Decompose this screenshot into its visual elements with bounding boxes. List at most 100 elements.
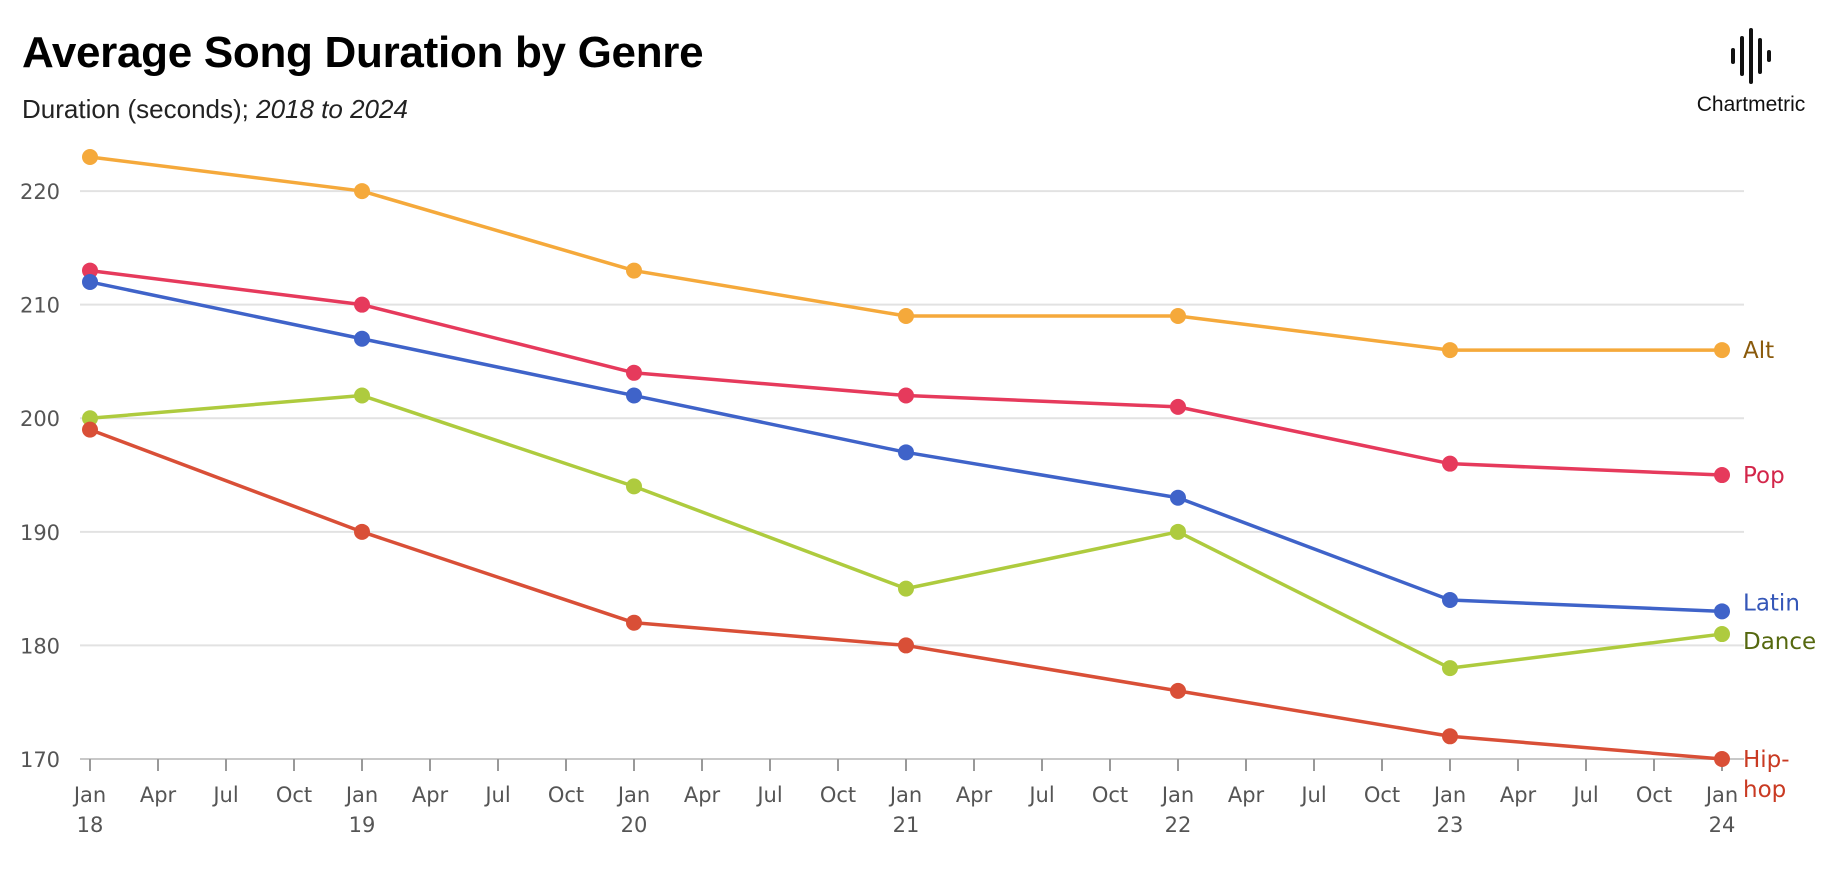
x-tick-label: Apr [412, 783, 449, 807]
series-alt [82, 149, 1730, 359]
series-label-pop: Pop [1743, 463, 1785, 489]
y-tick-label: 210 [20, 294, 60, 318]
x-tick-year: 19 [349, 813, 376, 837]
x-tick-label: Oct [1636, 783, 1672, 807]
x-tick-label: Jan [344, 783, 378, 807]
data-point-dance [898, 580, 914, 597]
x-tick-year: 21 [893, 813, 920, 837]
data-point-alt [1170, 308, 1186, 325]
data-point-pop [1442, 455, 1458, 472]
data-point-latin [1170, 489, 1186, 506]
data-point-pop [82, 262, 98, 279]
x-tick-label: Jan [1704, 783, 1738, 807]
x-tick-label: Jul [211, 783, 238, 807]
x-tick-label: Jan [1432, 783, 1466, 807]
y-tick-label: 190 [20, 521, 60, 545]
x-tick-label: Oct [276, 783, 312, 807]
series-label-line: Pop [1743, 463, 1785, 489]
data-point-latin [626, 387, 642, 404]
series-label-alt: Alt [1743, 338, 1774, 364]
y-tick-label: 180 [20, 634, 60, 658]
data-point-dance [1442, 660, 1458, 677]
data-point-hip-hop [1170, 682, 1186, 699]
series-label-hip-hop: Hip-hop [1743, 747, 1790, 803]
series-hip-hop [82, 421, 1730, 767]
series-pop [82, 262, 1730, 484]
series-label-line: Dance [1743, 629, 1816, 655]
data-point-dance [82, 410, 98, 427]
x-tick-label: Apr [684, 783, 721, 807]
series-label-latin: Latin [1743, 590, 1800, 616]
x-tick-label: Jan [888, 783, 922, 807]
x-tick-label: Jul [755, 783, 782, 807]
x-tick-year: 23 [1437, 813, 1464, 837]
series-label-line: Hip- [1743, 747, 1790, 773]
x-tick-label: Apr [1500, 783, 1537, 807]
series-labels: Alt Pop Latin Dance Hip-hop [1743, 338, 1816, 803]
grid-lines [80, 190, 1744, 647]
data-point-dance [1714, 626, 1730, 643]
x-tick-label: Jan [616, 783, 650, 807]
data-point-pop [1714, 467, 1730, 484]
data-point-latin [898, 444, 914, 461]
series-lines [82, 149, 1730, 767]
data-point-alt [354, 183, 370, 200]
data-point-alt [1714, 342, 1730, 359]
chart-title: Average Song Duration by Genre [22, 28, 704, 77]
series-label-dance: Dance [1743, 629, 1816, 655]
x-tick-label: Jul [1299, 783, 1326, 807]
data-point-dance [354, 387, 370, 404]
x-tick-label: Oct [820, 783, 856, 807]
y-tick-label: 220 [20, 180, 60, 204]
logo-text: Chartmetric [1696, 93, 1806, 116]
x-tick-label: Jul [483, 783, 510, 807]
data-point-dance [1170, 523, 1186, 540]
data-point-pop [1170, 398, 1186, 415]
data-point-latin [1714, 603, 1730, 620]
y-tick-label: 200 [20, 407, 60, 431]
subtitle-date-range: 2018 to 2024 [256, 94, 408, 124]
x-tick-label: Jul [1571, 783, 1598, 807]
data-point-pop [898, 387, 914, 404]
data-point-alt [898, 308, 914, 325]
series-dance [82, 387, 1730, 677]
data-point-latin [354, 330, 370, 347]
data-point-hip-hop [354, 523, 370, 540]
data-point-hip-hop [82, 421, 98, 438]
x-tick-label: Jul [1027, 783, 1054, 807]
data-point-pop [354, 296, 370, 313]
x-tick-year: 24 [1709, 813, 1736, 837]
data-point-alt [626, 262, 642, 279]
data-point-hip-hop [1714, 751, 1730, 767]
series-label-line: Alt [1743, 338, 1774, 364]
x-tick-label: Jan [72, 783, 106, 807]
data-point-latin [82, 273, 98, 290]
data-point-alt [82, 149, 98, 165]
series-label-line: Latin [1743, 590, 1800, 616]
x-tick-year: 20 [621, 813, 648, 837]
x-tick-year: 18 [77, 813, 104, 837]
data-point-hip-hop [626, 614, 642, 631]
data-point-latin [1442, 591, 1458, 608]
x-tick-label: Oct [1364, 783, 1400, 807]
x-tick-label: Oct [548, 783, 584, 807]
x-tick-label: Apr [1228, 783, 1265, 807]
x-tick-label: Apr [140, 783, 177, 807]
data-point-dance [626, 478, 642, 495]
x-tick-year: 22 [1165, 813, 1192, 837]
data-point-pop [626, 364, 642, 381]
x-tick-label: Jan [1160, 783, 1194, 807]
y-tick-label: 170 [20, 748, 60, 772]
x-axis: Jan 18 Apr Jul Oct Jan 19 Apr Jul Oct Jan 20 Apr Jul O… [72, 758, 1744, 837]
sound-wave-icon [1731, 28, 1771, 84]
series-label-line: hop [1743, 777, 1786, 803]
series-latin [82, 273, 1730, 620]
x-tick-label: Oct [1092, 783, 1128, 807]
data-point-alt [1442, 342, 1458, 359]
data-point-hip-hop [1442, 728, 1458, 745]
y-axis: 170 180 190 200 210 220 [20, 180, 60, 772]
x-tick-label: Apr [956, 783, 993, 807]
chartmetric-logo: Chartmetric [1686, 26, 1816, 117]
data-point-hip-hop [898, 637, 914, 654]
